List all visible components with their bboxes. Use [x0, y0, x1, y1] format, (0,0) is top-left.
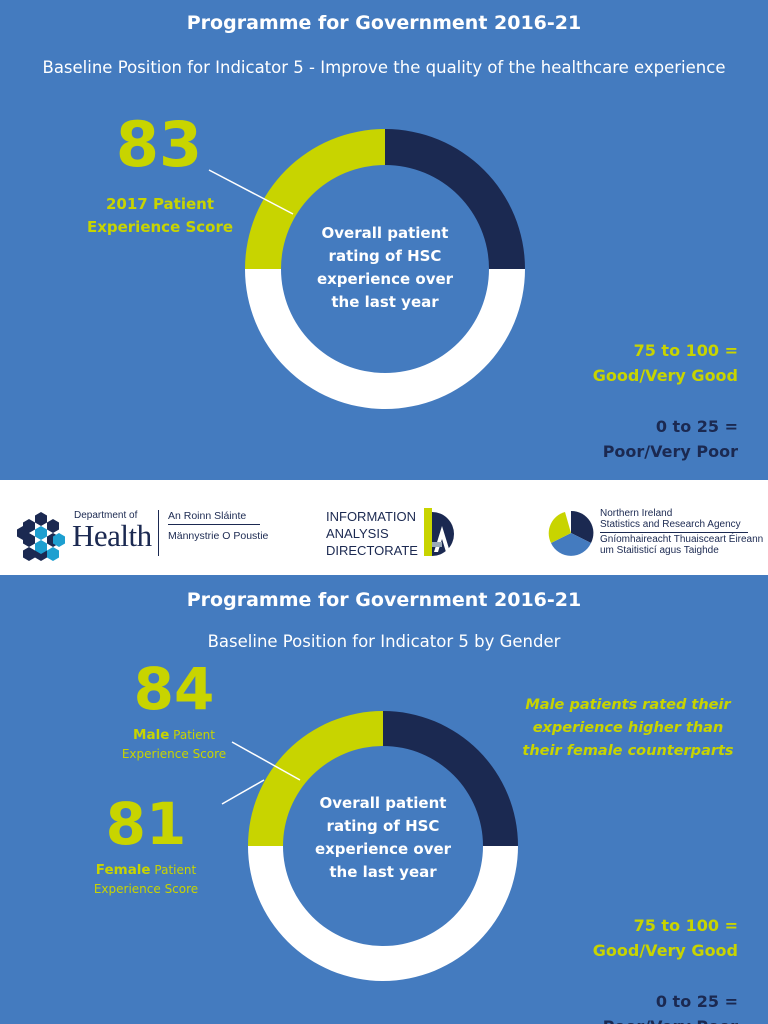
center-label-line: the last year	[331, 293, 439, 311]
gender-note: Male patients rated their experience hig…	[508, 694, 748, 763]
donut-center-label: Overall patient rating of HSC experience…	[298, 792, 468, 884]
legend-good: 75 to 100 = Good/Very Good	[518, 338, 738, 388]
donut-segment-neutral	[245, 269, 525, 409]
donut-segment-good-band	[248, 711, 383, 846]
nisra-text: Northern Ireland Statistics and Research…	[600, 508, 763, 556]
legend-poor-line: Poor/Very Poor	[518, 1014, 738, 1024]
note-line: their female counterparts	[522, 743, 734, 759]
legend-good-line: 75 to 100 =	[633, 341, 738, 360]
score-value: 83	[115, 108, 203, 181]
female-score-label: Female Patient Experience Score	[66, 861, 226, 899]
male-word: Male	[133, 727, 170, 743]
male-rest: Patient	[169, 728, 215, 742]
female-score-value: 81	[105, 790, 187, 858]
panel-title: Programme for Government 2016-21	[186, 12, 582, 34]
male-score-label-line: Experience Score	[121, 747, 227, 761]
legend-good-line: Good/Very Good	[592, 941, 738, 960]
male-score-label-line: Male Patient	[94, 726, 254, 745]
nisra-logo-icon	[548, 510, 594, 556]
doh-divider	[158, 510, 159, 556]
female-word: Female	[95, 862, 151, 878]
female-score-label-line: Female Patient	[66, 861, 226, 880]
nisra-text-line: Statistics and Research Agency	[600, 519, 741, 530]
center-label-line: rating of HSC	[326, 817, 440, 835]
doh-underline	[168, 524, 260, 525]
legend-poor-line: Poor/Very Poor	[602, 442, 738, 461]
center-label-line: rating of HSC	[328, 247, 442, 265]
iad-text: INFORMATION ANALYSIS DIRECTORATE	[326, 508, 418, 559]
donut-segment-poor-band	[383, 711, 518, 846]
nisra-text-line: Northern Ireland	[600, 508, 673, 519]
center-label-line: Overall patient	[321, 224, 449, 242]
donut-chart-gender	[221, 711, 518, 981]
logo-strip: Department of Health An Roinn Sláinte Mä…	[0, 480, 768, 575]
nisra-text-line: um Staitisticí agus Taighde	[600, 545, 719, 556]
nisra-text-line: Gníomhaireacht Thuaisceart Éireann	[600, 534, 764, 545]
donut-center-label: Overall patient rating of HSC experience…	[300, 222, 470, 314]
legend-good: 75 to 100 = Good/Very Good	[518, 913, 738, 963]
legend-poor-line: 0 to 25 =	[655, 417, 738, 436]
female-leader-line	[221, 779, 265, 805]
note-line: Male patients rated their	[525, 697, 731, 713]
panel-subtitle: Baseline Position for Indicator 5 - Impr…	[42, 58, 726, 77]
male-leader-line	[231, 741, 301, 781]
doh-small-text: Department of	[74, 510, 138, 521]
donut-chart-overall	[208, 129, 525, 409]
iad-logo-icon	[424, 508, 454, 556]
panel-gender: Programme for Government 2016-21 Baselin…	[0, 575, 768, 1024]
panel-title: Programme for Government 2016-21	[186, 589, 582, 611]
panel-subtitle: Baseline Position for Indicator 5 by Gen…	[207, 632, 561, 651]
center-label-line: the last year	[329, 863, 437, 881]
iad-text-line: ANALYSIS	[326, 526, 389, 541]
iad-text-line: INFORMATION	[326, 509, 417, 524]
legend-good-line: 75 to 100 =	[633, 916, 738, 935]
legend-good-line: Good/Very Good	[592, 366, 738, 385]
male-score-value: 84	[133, 655, 215, 723]
doh-irish-text: An Roinn Sláinte	[168, 510, 247, 522]
female-rest: Patient	[150, 863, 197, 877]
center-label-line: experience over	[316, 270, 454, 288]
donut-segment-good-band	[245, 129, 385, 269]
doh-ulster-text: Männystrie O Poustie	[168, 530, 269, 542]
score-leader-line	[208, 169, 294, 215]
legend-poor-line: 0 to 25 =	[655, 992, 738, 1011]
center-label-line: experience over	[314, 840, 452, 858]
nisra-divider	[600, 532, 748, 533]
legend-poor: 0 to 25 = Poor/Very Poor	[518, 414, 738, 464]
donut-segment-poor-band	[385, 129, 525, 269]
male-score-label: Male Patient Experience Score	[94, 726, 254, 764]
score-label-line: Experience Score	[86, 218, 234, 236]
note-line: experience higher than	[532, 720, 724, 736]
score-label-line: 2017 Patient	[105, 195, 215, 213]
doh-big-text: Health	[72, 518, 152, 553]
center-label-line: Overall patient	[319, 794, 447, 812]
iad-text-line: DIRECTORATE	[326, 543, 418, 558]
female-score-label-line: Experience Score	[93, 882, 199, 896]
donut-segment-neutral	[248, 846, 518, 981]
legend-poor: 0 to 25 = Poor/Very Poor	[518, 989, 738, 1024]
score-label: 2017 Patient Experience Score	[80, 193, 240, 239]
panel-overall: Programme for Government 2016-21 Baselin…	[0, 0, 768, 480]
doh-hexagon-logo-icon	[17, 512, 65, 561]
